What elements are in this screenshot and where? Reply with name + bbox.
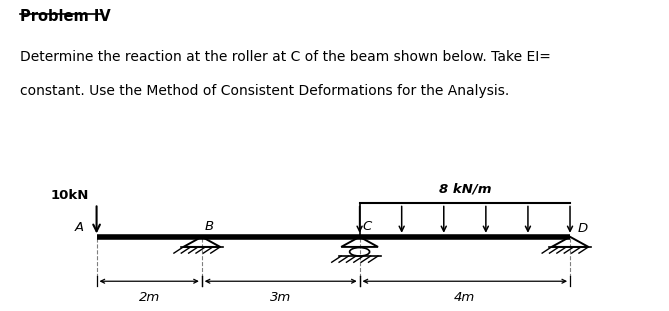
Text: 4m: 4m bbox=[454, 291, 476, 304]
Text: B: B bbox=[205, 220, 213, 233]
Text: 10kN: 10kN bbox=[50, 189, 89, 202]
Text: A: A bbox=[74, 221, 84, 234]
Text: C: C bbox=[362, 220, 371, 233]
Text: 8 kN/m: 8 kN/m bbox=[439, 183, 491, 196]
Text: D: D bbox=[578, 222, 588, 235]
Text: Determine the reaction at the roller at C of the beam shown below. Take EI=: Determine the reaction at the roller at … bbox=[20, 50, 551, 64]
Text: constant. Use the Method of Consistent Deformations for the Analysis.: constant. Use the Method of Consistent D… bbox=[20, 84, 509, 98]
Text: 2m: 2m bbox=[138, 291, 160, 304]
Text: Problem IV: Problem IV bbox=[20, 9, 111, 24]
Text: 3m: 3m bbox=[270, 291, 291, 304]
